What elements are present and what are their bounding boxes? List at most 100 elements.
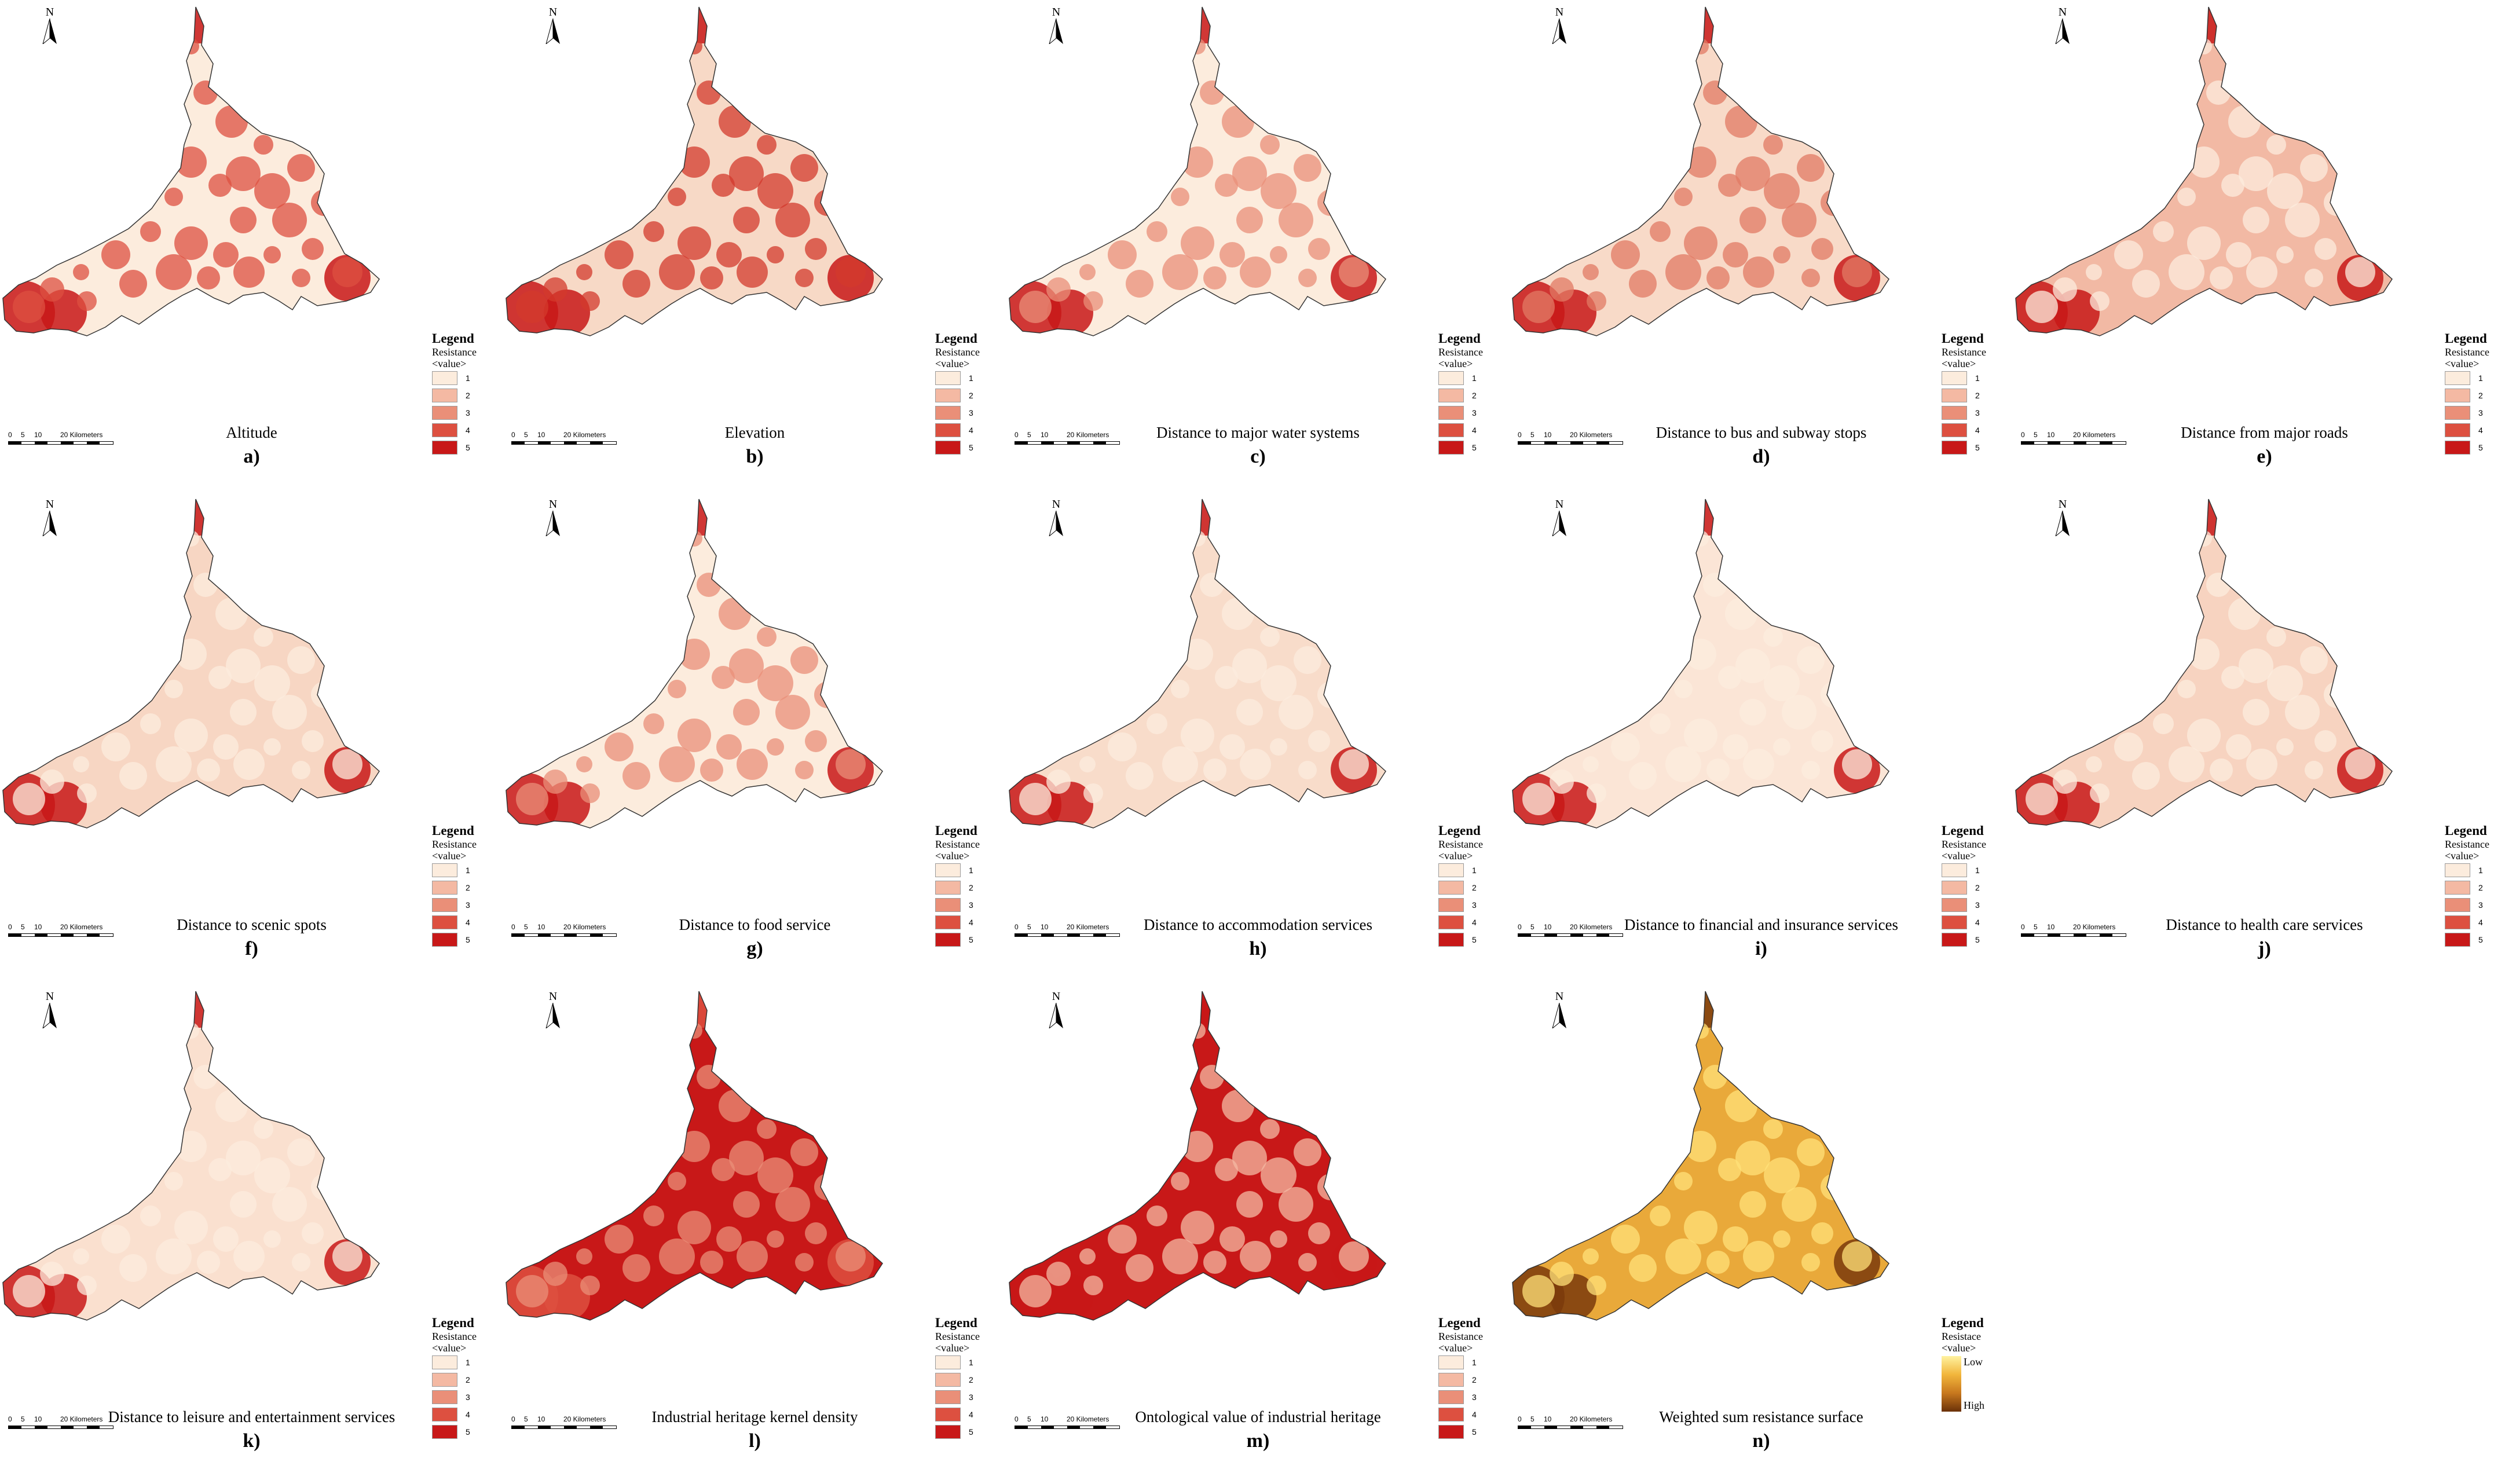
legend-swatch: [2445, 915, 2470, 929]
resistance-cell: [13, 291, 45, 323]
resistance-pattern: [1512, 991, 1880, 1320]
legend-swatch: [1942, 423, 1967, 437]
resistance-cell: [302, 238, 324, 260]
legend-class-row: 3: [2445, 404, 2503, 422]
map-legend: Legend Resistance <value> 1 2 3 4 5: [2445, 331, 2503, 456]
resistance-cell: [1222, 1090, 1254, 1122]
legend-class-value: 1: [1975, 866, 1980, 875]
resistance-cell: [836, 1241, 866, 1272]
resistance-cell: [1270, 246, 1287, 263]
resistance-cell: [1842, 1241, 1872, 1272]
resistance-cell: [716, 734, 742, 760]
resistance-cell: [836, 257, 866, 287]
legend-swatch: [432, 915, 457, 929]
resistance-cell: [516, 291, 548, 323]
legend-subtitle: Resistace: [1942, 1331, 1981, 1342]
map-panel-b: N Legend Resistance <value> 1 2 3 4 5 0 5 10 20 Kilo…: [503, 0, 1006, 492]
high-resistance-zone: [180, 991, 220, 1028]
resistance-cell: [267, 1089, 289, 1111]
north-arrow: N: [541, 6, 565, 46]
resistance-cell: [1222, 598, 1254, 630]
resistance-cell: [1706, 266, 1730, 290]
legend-class-value: 3: [969, 408, 973, 417]
north-arrow-icon: [1552, 1002, 1566, 1029]
resistance-cell: [1240, 1241, 1271, 1272]
map-legend: Legend Resistance <value> 1 2 3 4 5: [935, 331, 993, 456]
scale-tick-label: 10: [1041, 1415, 1049, 1423]
resistance-cell: [226, 156, 261, 191]
resistance-cell: [1782, 203, 1816, 237]
region-outline: [1512, 6, 1889, 336]
resistance-cell: [215, 1090, 248, 1122]
legend-swatch: [432, 898, 457, 912]
scale-bar: 0 5 10 20 Kilometers: [8, 431, 147, 466]
resistance-cell: [757, 135, 777, 155]
map-panel-j: N Legend Resistance <value> 1 2 3 4 5 0 5 10 20 Kilo…: [2013, 492, 2516, 984]
resistance-cell: [1294, 154, 1321, 182]
legend-class-value: 2: [1472, 1375, 1477, 1384]
resistance-cell: [1200, 1065, 1224, 1089]
legend-swatch: [432, 406, 457, 420]
resistance-cell: [1725, 1090, 1757, 1122]
high-resistance-zone: [2192, 7, 2233, 43]
resistance-cell: [1706, 1251, 1730, 1274]
resistance-cell: [101, 240, 130, 269]
resistance-cell: [737, 749, 768, 780]
scale-tick-label: 20 Kilometers: [563, 431, 606, 439]
resistance-cell: [1703, 1065, 1727, 1089]
resistance-cell: [1693, 530, 1709, 547]
scale-tick-label: 20 Kilometers: [1570, 1415, 1613, 1423]
scale-tick-label: 10: [1544, 431, 1552, 439]
resistance-cell: [719, 598, 751, 630]
legend-class-row: 5: [2445, 931, 2503, 948]
resistance-cell: [267, 597, 289, 619]
resistance-cell: [1236, 699, 1263, 725]
legend-swatch: [935, 423, 961, 437]
legend-class-value: 3: [1472, 900, 1477, 910]
legend-title: Legend: [432, 1316, 474, 1330]
legend-class-row: 5: [432, 931, 490, 948]
resistance-cell: [659, 746, 695, 782]
study-area-map: [506, 499, 883, 829]
legend-subtitle: Resistance: [935, 838, 980, 850]
legend-class-row: 5: [935, 1423, 993, 1441]
resistance-cell: [643, 221, 664, 242]
legend-class-value: 1: [1975, 373, 1980, 383]
resistance-cell: [73, 264, 89, 280]
panel-caption: Weighted sum resistance surface: [1659, 1408, 1863, 1426]
resistance-cell: [1522, 291, 1555, 323]
resistance-cell: [156, 1239, 192, 1274]
resistance-cell: [2228, 598, 2261, 630]
resistance-cell: [1083, 291, 1103, 311]
legend-class-value: 4: [969, 1410, 973, 1419]
scale-bar: 0 5 10 20 Kilometers: [1015, 923, 1153, 958]
legend-high-label: High: [1964, 1399, 1984, 1411]
legend-swatch: [2445, 423, 2470, 437]
resistance-cell: [1182, 146, 1213, 178]
resistance-cell: [576, 264, 592, 280]
resistance-cell: [73, 756, 89, 772]
legend-title: Legend: [1942, 1316, 1984, 1330]
resistance-cell: [1684, 226, 1717, 260]
resistance-cell: [1236, 207, 1263, 233]
resistance-cell: [1162, 254, 1198, 290]
scale-tick-label: 10: [537, 431, 545, 439]
resistance-cell: [2169, 254, 2204, 290]
resistance-cell: [2090, 291, 2110, 311]
resistance-cell: [1215, 174, 1238, 197]
legend-swatch: [432, 1390, 457, 1404]
scale-tick-label: 5: [21, 923, 25, 931]
map-legend: Legend Resistance <value> 1 2 3 4 5: [2445, 823, 2503, 948]
resistance-cell: [213, 242, 239, 268]
resistance-cell: [2188, 639, 2220, 670]
legend-class-row: 5: [1438, 439, 1496, 456]
legend-class-row: 4: [1942, 422, 1999, 439]
resistance-cell: [1126, 1254, 1153, 1282]
resistance-cell: [119, 762, 147, 790]
resistance-cell: [1685, 1131, 1716, 1162]
resistance-cell: [1611, 1225, 1640, 1254]
north-arrow: N: [541, 990, 565, 1031]
resistance-cell: [2132, 270, 2160, 298]
resistance-cell: [1181, 1211, 1214, 1244]
resistance-cell: [1108, 732, 1137, 761]
